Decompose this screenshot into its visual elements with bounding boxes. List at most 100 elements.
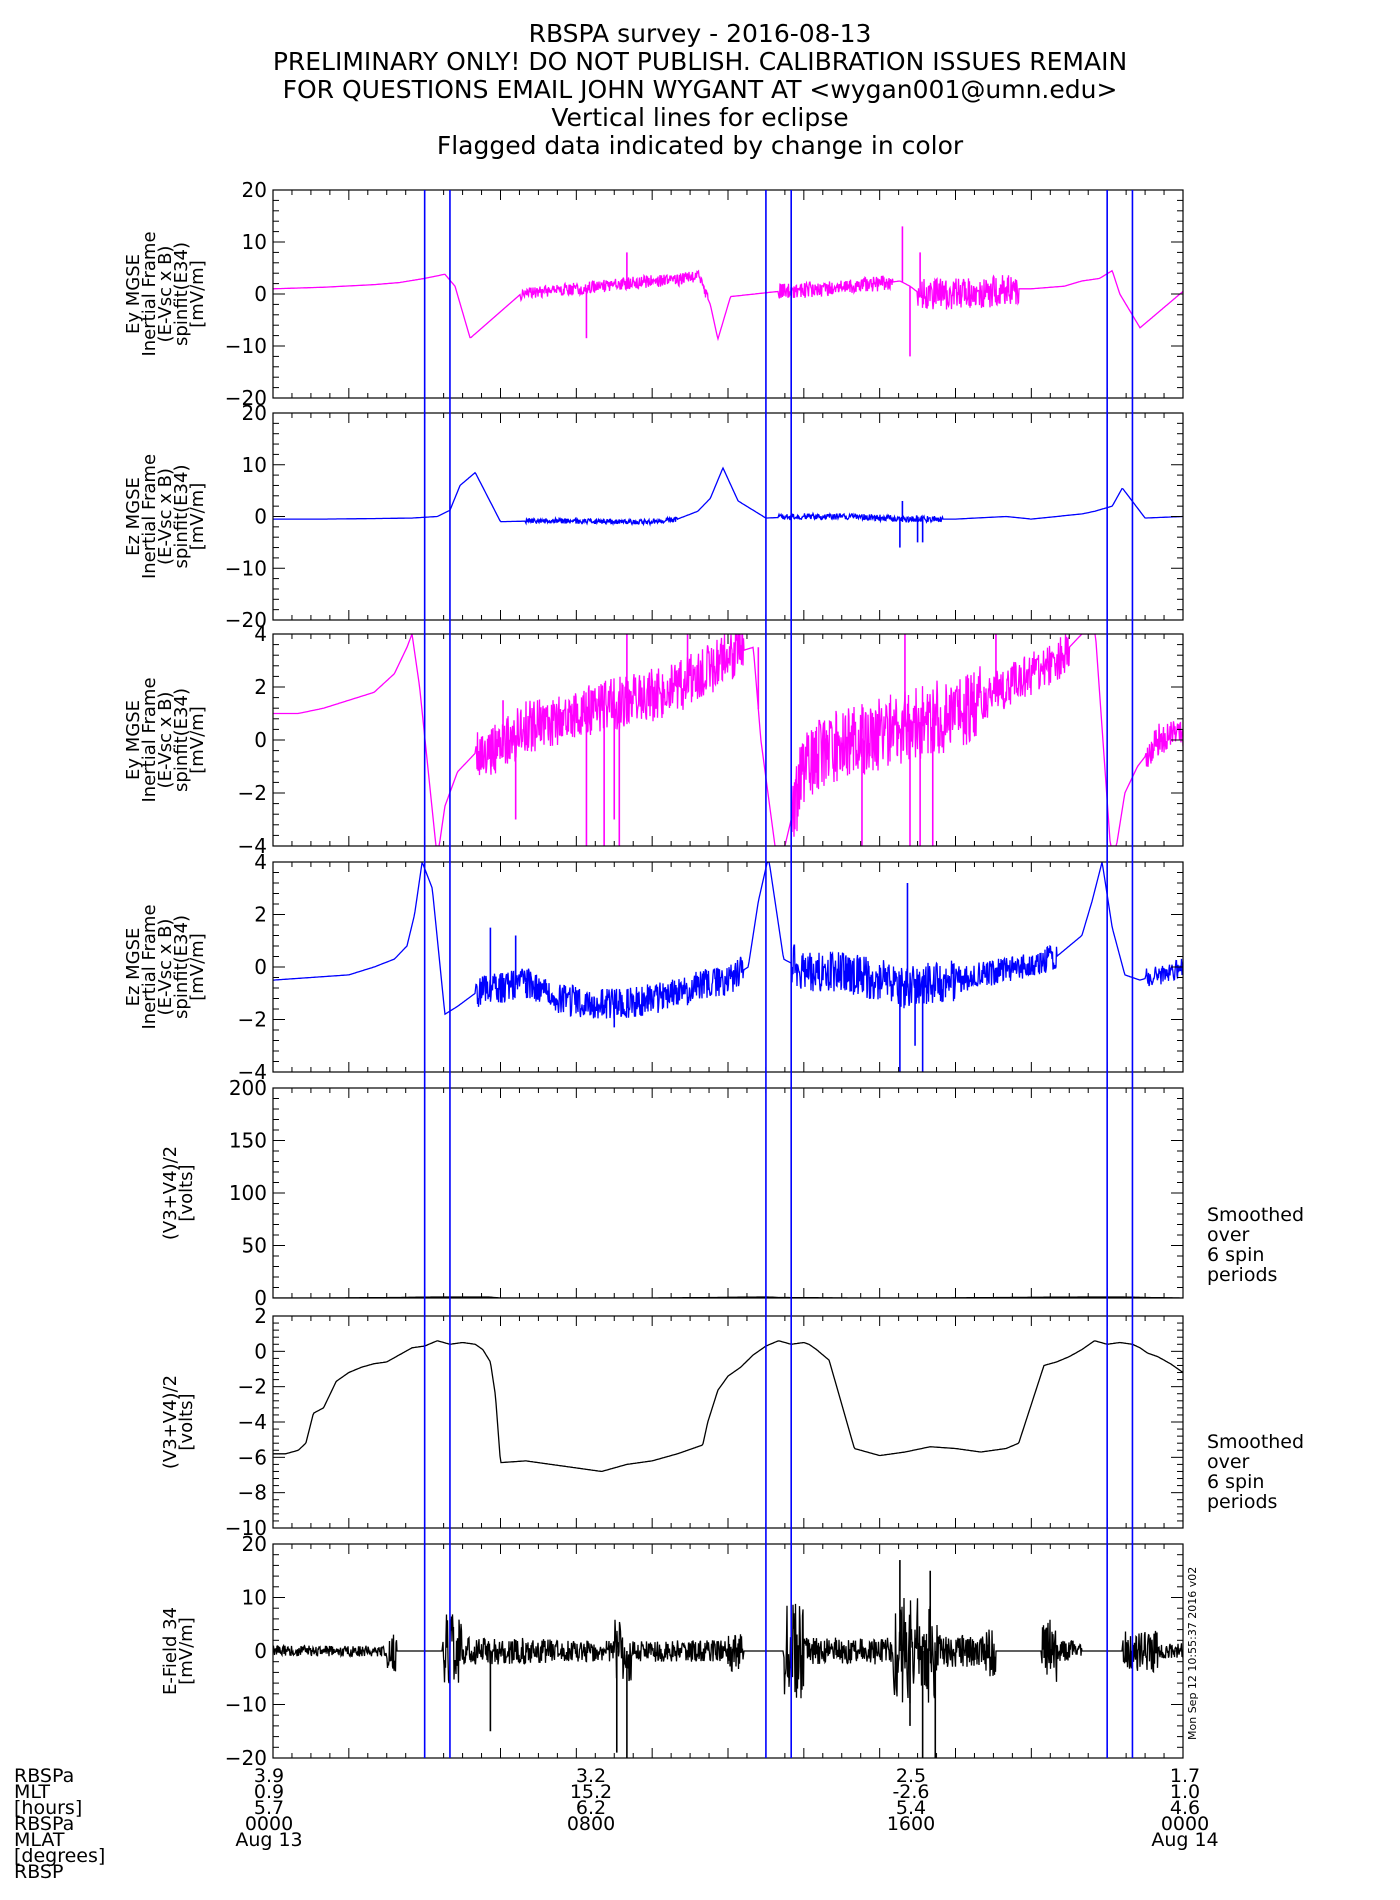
y-tick-label: 100 xyxy=(229,1181,267,1205)
series-line xyxy=(273,466,1183,527)
x-tick-time: 1600 xyxy=(886,1813,936,1835)
x-tick-mlat: -2.6 xyxy=(892,1781,930,1803)
panel-frame xyxy=(272,1315,1184,1529)
note-line: over xyxy=(1207,1451,1250,1473)
y-tick-label: −6 xyxy=(238,1445,267,1469)
y-axis-label: (E-Vsc x B) xyxy=(155,692,176,789)
y-axis-label: [volts] xyxy=(176,1164,197,1221)
y-tick-label: −20 xyxy=(225,386,267,410)
y-axis-label: Inertial Frame xyxy=(139,904,160,1029)
y-axis-label: (E-Vsc x B) xyxy=(155,919,176,1016)
x-tick-date: Aug 14 xyxy=(1151,1829,1219,1851)
y-tick-label: 0 xyxy=(254,1339,267,1363)
series-line xyxy=(273,1340,1183,1473)
y-axis-label: (V3+V4)/2 xyxy=(160,1146,181,1240)
y-axis-label: [volts] xyxy=(176,1393,197,1450)
y-tick-label: −10 xyxy=(225,334,267,358)
x-tick-mlt: 3.9 xyxy=(253,1765,285,1787)
y-tick-label: 20 xyxy=(242,1532,267,1556)
x-tick-mlat: 1.0 xyxy=(1169,1781,1201,1803)
y-axis-label: spinfit(E34) xyxy=(171,465,192,569)
y-tick-label: 10 xyxy=(242,230,267,254)
x-tick-date: Aug 13 xyxy=(235,1829,303,1851)
y-tick-label: 0 xyxy=(254,1286,267,1310)
y-tick-label: 0 xyxy=(254,505,267,529)
y-tick-label: −2 xyxy=(238,1375,267,1399)
x-tick-l: 4.6 xyxy=(1169,1797,1201,1819)
row-label: [hours] xyxy=(14,1797,83,1819)
y-axis-label: spinfit(E34) xyxy=(171,915,192,1019)
note-line: Smoothed xyxy=(1207,1204,1305,1226)
row-label: RBSP xyxy=(14,1861,64,1883)
y-axis-label: Ez MGSE xyxy=(123,928,144,1007)
x-tick-mlt: 3.2 xyxy=(575,1765,607,1787)
y-tick-label: 0 xyxy=(254,1639,267,1663)
panel-7: −20 −10 0 10 20 E-Field 34[mV/m] xyxy=(160,1532,1184,1770)
y-tick-label: 10 xyxy=(242,1586,267,1610)
y-axis-label: Ey MGSE xyxy=(123,254,144,334)
y-axis-label: Inertial Frame xyxy=(139,454,160,579)
panel-frame xyxy=(272,189,1184,399)
y-tick-label: 0 xyxy=(254,282,267,306)
y-axis-label: (E-Vsc x B) xyxy=(155,246,176,343)
y-axis-label: [mV/m] xyxy=(187,260,208,328)
note-line: 6 spin xyxy=(1207,1471,1265,1493)
y-tick-label: 2 xyxy=(254,1304,267,1328)
x-tick-column: 1.7 1.0 4.6 0000 Aug 14 xyxy=(1140,1767,1230,1851)
note-line: 6 spin xyxy=(1207,1244,1265,1266)
y-tick-label: −8 xyxy=(238,1481,267,1505)
y-tick-label: −4 xyxy=(238,1060,267,1084)
panel-frame xyxy=(272,1087,1184,1299)
title-line: Vertical lines for eclipse xyxy=(551,103,849,132)
y-tick-label: −2 xyxy=(238,1008,267,1032)
y-axis-label: Ez MGSE xyxy=(123,477,144,556)
x-tick-column: 2.5 -2.6 5.4 1600 xyxy=(866,1765,956,1835)
title-block: RBSPA survey - 2016-08-13 PRELIMINARY ON… xyxy=(0,20,1400,160)
series-line xyxy=(273,634,1183,846)
y-tick-label: 20 xyxy=(242,401,267,425)
title-line: PRELIMINARY ONLY! DO NOT PUBLISH. CALIBR… xyxy=(272,47,1128,76)
y-tick-label: −20 xyxy=(225,1746,267,1770)
note-line: Smoothed xyxy=(1207,1431,1305,1453)
series-line xyxy=(273,1597,1183,1704)
x-tick-mlat: 0.9 xyxy=(253,1781,285,1803)
y-tick-label: −4 xyxy=(238,834,267,858)
row-label: [degrees] xyxy=(14,1845,106,1867)
y-tick-label: 200 xyxy=(229,1076,267,1100)
row-label: RBSPa xyxy=(14,1813,75,1835)
y-tick-label: 2 xyxy=(254,675,267,699)
title-line: RBSPA survey - 2016-08-13 xyxy=(528,19,872,48)
y-axis-label: E-Field 34 xyxy=(160,1607,181,1695)
y-tick-label: −4 xyxy=(238,1410,267,1434)
x-tick-mlat: 15.2 xyxy=(569,1781,613,1803)
x-tick-column: 3.9 0.9 5.7 0000 Aug 13 xyxy=(224,1765,314,1851)
y-tick-label: 150 xyxy=(229,1129,267,1153)
row-label: MLAT xyxy=(14,1829,65,1851)
y-tick-label: −10 xyxy=(225,1693,267,1717)
y-axis-label: [mV/m] xyxy=(176,1617,197,1685)
x-tick-column: 3.2 15.2 6.2 0800 xyxy=(546,1765,636,1834)
y-tick-label: −20 xyxy=(225,608,267,632)
series-line xyxy=(273,862,1183,1019)
x-tick-time: 0000 xyxy=(244,1813,294,1835)
y-axis-label: [mV/m] xyxy=(187,706,208,774)
x-tick-time: 0000 xyxy=(1160,1813,1210,1835)
y-axis-label: Ey MGSE xyxy=(123,700,144,780)
y-axis-label: Inertial Frame xyxy=(139,677,160,802)
x-tick-mlt: 2.5 xyxy=(895,1765,927,1787)
y-axis-label: (E-Vsc x B) xyxy=(155,468,176,565)
y-tick-label: 0 xyxy=(254,955,267,979)
row-label: RBSPa xyxy=(14,1765,75,1787)
note-line: periods xyxy=(1207,1491,1278,1513)
x-tick-l: 6.2 xyxy=(575,1797,607,1819)
panel-frame xyxy=(272,412,1184,621)
row-label: MLT xyxy=(14,1781,50,1803)
smoothing-note: Smoothed over 6 spin periods xyxy=(1207,1205,1304,1285)
y-axis-label: [mV/m] xyxy=(187,933,208,1001)
y-tick-label: −10 xyxy=(225,1516,267,1540)
eclipse-lines xyxy=(423,190,1134,1758)
title-line: FOR QUESTIONS EMAIL JOHN WYGANT AT <wyga… xyxy=(282,75,1118,104)
y-tick-label: 2 xyxy=(254,903,267,927)
